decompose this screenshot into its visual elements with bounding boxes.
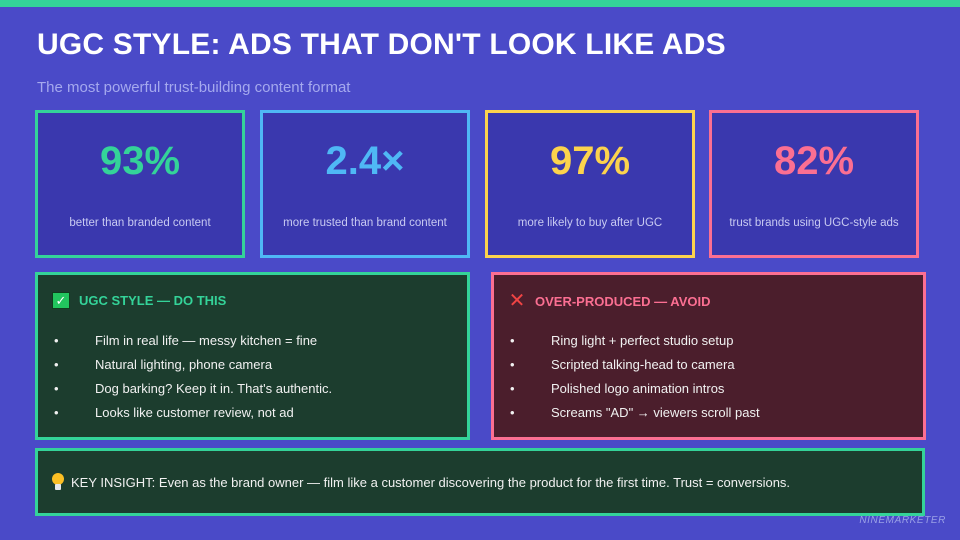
stat-card-better-than-branded: 93% better than branded content <box>35 110 245 258</box>
check-box-icon: ✓ <box>52 292 70 309</box>
top-accent-bar <box>0 0 960 7</box>
brand-watermark: NINEMARKETER <box>859 515 946 526</box>
bullet-icon: • <box>510 405 515 420</box>
bullet-icon: • <box>54 381 59 396</box>
avoid-list: • Ring light + perfect studio setup • Scri… <box>508 332 760 428</box>
stat-value: 97% <box>549 139 631 183</box>
list-item: • Ring light + perfect studio setup <box>508 332 760 356</box>
light-bulb-icon <box>51 473 65 491</box>
list-item: • Polished logo animation intros <box>508 380 760 404</box>
list-item-text: Polished logo animation intros <box>551 381 725 396</box>
cross-mark-icon: ✕ <box>508 290 526 312</box>
stat-card-trust-brands: 82% trust brands using UGC-style ads <box>709 110 919 258</box>
key-insight-box: KEY INSIGHT: Even as the brand owner — f… <box>35 448 925 516</box>
list-item: • Dog barking? Keep it in. That's authent… <box>52 380 332 404</box>
stat-card-likely-to-buy: 97% more likely to buy after UGC <box>485 110 695 258</box>
list-item: • Scripted talking-head to camera <box>508 356 760 380</box>
do-panel-title: UGC STYLE — DO THIS <box>79 293 227 308</box>
list-item: • Looks like customer review, not ad <box>52 404 332 428</box>
key-insight-text: KEY INSIGHT: Even as the brand owner — f… <box>71 474 791 490</box>
bullet-icon: • <box>510 333 515 348</box>
stat-value: 82% <box>773 139 855 183</box>
stat-label: more trusted than brand content <box>283 217 447 229</box>
list-item: • Screams "AD" → viewers scroll past <box>508 404 760 428</box>
list-item: • Natural lighting, phone camera <box>52 356 332 380</box>
bullet-icon: • <box>510 381 515 396</box>
slide-subtitle: The most powerful trust-building content… <box>37 79 351 96</box>
stat-label: trust brands using UGC-style ads <box>729 217 899 229</box>
avoid-panel-title: OVER-PRODUCED — AVOID <box>535 293 711 309</box>
slide-title: UGC STYLE: ADS THAT DON'T LOOK LIKE ADS <box>37 28 726 61</box>
list-item-text: Screams "AD" → viewers scroll past <box>551 405 760 420</box>
stat-label: better than branded content <box>69 217 211 229</box>
do-this-panel: ✓ UGC STYLE — DO THIS • Film in real life… <box>35 272 470 440</box>
stat-label: more likely to buy after UGC <box>517 217 663 229</box>
bullet-icon: • <box>54 405 59 420</box>
list-item-text: Scripted talking-head to camera <box>551 357 735 372</box>
list-item-text: Film in real life — messy kitchen = fine <box>95 333 318 348</box>
stat-value: 93% <box>99 139 181 183</box>
stat-value: 2.4× <box>325 139 405 183</box>
avoid-panel: ✕ OVER-PRODUCED — AVOID • Ring light + pe… <box>491 272 926 440</box>
list-item-text: Natural lighting, phone camera <box>95 357 273 372</box>
stat-card-more-trusted: 2.4× more trusted than brand content <box>260 110 470 258</box>
list-item: • Film in real life — messy kitchen = fin… <box>52 332 332 356</box>
do-list: • Film in real life — messy kitchen = fin… <box>52 332 332 428</box>
bullet-icon: • <box>510 357 515 372</box>
list-item-text: Ring light + perfect studio setup <box>551 333 734 348</box>
bullet-icon: • <box>54 333 59 348</box>
bullet-icon: • <box>54 357 59 372</box>
do-panel-heading: ✓ UGC STYLE — DO THIS <box>52 292 226 309</box>
avoid-panel-heading: ✕ OVER-PRODUCED — AVOID <box>508 290 711 312</box>
list-item-text: Dog barking? Keep it in. That's authenti… <box>95 381 333 396</box>
list-item-text: Looks like customer review, not ad <box>95 405 294 420</box>
